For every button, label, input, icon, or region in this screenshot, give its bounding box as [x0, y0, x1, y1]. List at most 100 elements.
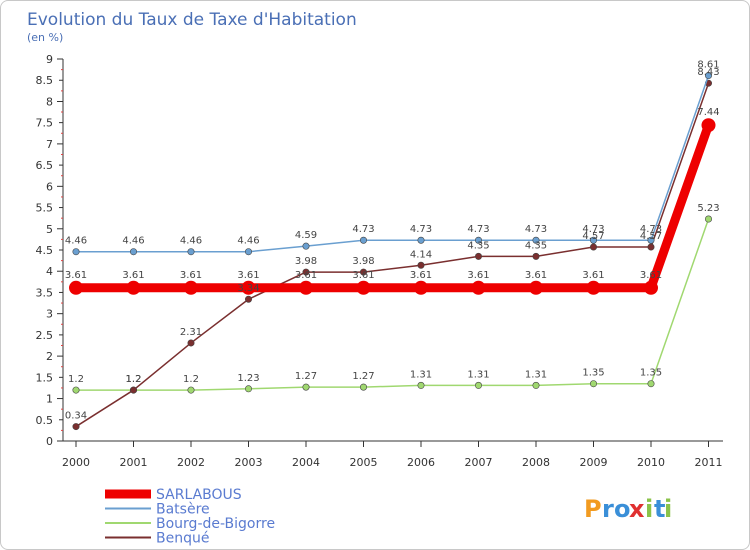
data-label: 3.61 [122, 270, 144, 281]
data-label: 5.23 [697, 203, 719, 214]
data-point [184, 280, 198, 295]
data-point [471, 280, 486, 295]
chart-subtitle: (en %) [27, 31, 63, 44]
data-point [532, 252, 540, 260]
data-label: 1.31 [467, 369, 489, 380]
data-point [474, 252, 482, 260]
data-point [245, 248, 253, 256]
y-tick-label: 7 [46, 138, 53, 151]
data-point [72, 248, 80, 256]
data-label: 3.61 [295, 270, 317, 281]
data-label: 1.27 [352, 371, 374, 382]
series-group [69, 72, 716, 431]
data-label: 4.59 [295, 230, 317, 241]
logo-letter: x [629, 495, 645, 523]
y-tick-label: 6.5 [36, 159, 54, 172]
data-point [72, 386, 80, 394]
chart-title: Evolution du Taux de Taxe d'Habitation [27, 10, 357, 30]
x-tick-label: 2005 [350, 456, 378, 469]
data-point [69, 280, 83, 295]
data-label: 1.31 [410, 369, 432, 380]
y-tick-label: 1 [46, 393, 53, 406]
data-label: 4.35 [525, 240, 547, 251]
data-point [245, 385, 253, 393]
data-point [302, 383, 310, 391]
data-point [589, 243, 597, 251]
data-point [647, 236, 655, 244]
data-point [130, 248, 138, 256]
legend-label: SARLABOUS [156, 487, 242, 503]
legend-label: Batsère [156, 502, 210, 518]
data-label: 7.44 [697, 107, 719, 118]
data-label: 4.73 [352, 224, 374, 235]
data-point [644, 280, 658, 295]
logo-letter: i [645, 495, 653, 523]
y-tick-label: 9 [46, 53, 53, 66]
data-label: 8.43 [697, 67, 719, 78]
y-tick-label: 5.5 [36, 202, 54, 215]
data-label: 0.34 [65, 411, 87, 422]
y-tick-label: 8.5 [36, 74, 54, 87]
data-label: 4.46 [180, 236, 202, 247]
data-point [647, 380, 655, 388]
x-tick-label: 2006 [407, 456, 435, 469]
data-point [359, 383, 367, 391]
data-label: 4.73 [582, 224, 604, 235]
y-tick-label: 0 [46, 435, 53, 448]
data-label: 8.61 [697, 60, 719, 71]
logo-letter: P [584, 495, 602, 523]
y-tick-label: 2 [46, 350, 53, 363]
y-tick-label: 8 [46, 95, 53, 108]
data-point [187, 386, 195, 394]
data-point [241, 280, 256, 295]
data-point [302, 242, 310, 250]
data-label: 4.46 [65, 236, 87, 247]
data-point [299, 280, 313, 295]
data-point [532, 381, 540, 389]
data-point [72, 423, 80, 431]
x-tick-label: 2004 [292, 456, 320, 469]
data-point [417, 261, 425, 269]
series-line-benqué [75, 82, 710, 428]
data-label: 4.46 [122, 236, 144, 247]
data-label: 4.14 [410, 249, 432, 260]
series-line-bourg-de-bigorre [75, 218, 710, 391]
y-tick-label: 4.5 [36, 244, 54, 257]
data-label: 1.2 [183, 374, 199, 385]
data-label: 4.73 [410, 224, 432, 235]
data-point [589, 380, 597, 388]
data-point [586, 280, 601, 295]
data-label: 1.35 [582, 368, 604, 379]
data-point [187, 248, 195, 256]
data-label: 4.57 [582, 231, 604, 242]
y-tick-group: 0 0.5 1 1.5 2 2.5 3 3.5 4 4.5 5 5.5 6 6.5 7 7.5 8 8.5 9 [36, 53, 63, 448]
series-line-sarlabous [71, 120, 713, 293]
data-label: 1.2 [126, 374, 142, 385]
data-point [356, 280, 371, 295]
data-point [529, 280, 543, 295]
data-label: 1.31 [525, 369, 547, 380]
data-point [414, 280, 428, 295]
y-tick-label: 7.5 [36, 117, 54, 130]
logo-letter: o [614, 495, 631, 523]
data-point [647, 243, 655, 251]
data-label: 3.61 [65, 270, 87, 281]
logo-letter: t [654, 495, 665, 523]
y-tick-label: 5 [46, 223, 53, 236]
y-tick-label: 3 [46, 308, 53, 321]
data-label: 3.61 [582, 270, 604, 281]
data-point [532, 236, 540, 244]
data-label: 4.57 [640, 231, 662, 242]
data-point [701, 118, 716, 133]
data-point [359, 268, 367, 276]
data-label: 3.61 [410, 270, 432, 281]
data-label: 3.61 [525, 270, 547, 281]
x-tick-label: 2007 [465, 456, 493, 469]
y-tick-label: 0.5 [36, 414, 54, 427]
y-tick-label: 3.5 [36, 286, 54, 299]
data-point [359, 236, 367, 244]
data-label: 1.2 [68, 374, 84, 385]
